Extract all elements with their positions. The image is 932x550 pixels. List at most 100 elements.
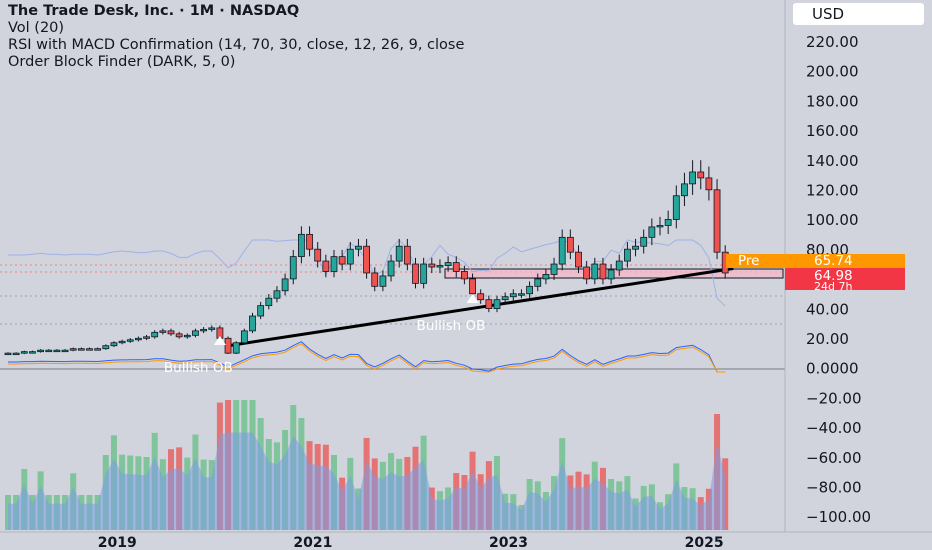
price-tick-label: 40.00	[806, 300, 849, 318]
candle[interactable]	[542, 268, 550, 285]
currency-button[interactable]	[793, 3, 924, 25]
candle[interactable]	[591, 257, 599, 285]
candle[interactable]	[265, 294, 273, 310]
candle[interactable]	[4, 352, 12, 356]
candle[interactable]	[550, 257, 558, 281]
candle[interactable]	[615, 254, 623, 276]
candle[interactable]	[632, 238, 639, 257]
candle[interactable]	[460, 265, 468, 285]
candle[interactable]	[713, 179, 721, 260]
candle[interactable]	[306, 226, 313, 257]
candle[interactable]	[526, 281, 533, 299]
candle[interactable]	[224, 336, 232, 355]
candle[interactable]	[485, 295, 493, 313]
candle[interactable]	[134, 336, 142, 342]
candle[interactable]	[240, 328, 248, 345]
candle[interactable]	[232, 341, 240, 355]
candle[interactable]	[640, 229, 648, 254]
candle[interactable]	[518, 289, 525, 299]
candle[interactable]	[77, 347, 85, 351]
candle[interactable]	[322, 254, 330, 278]
candle[interactable]	[575, 245, 582, 274]
indicator-order-block[interactable]: Order Block Finder (DARK, 5, 0)	[8, 54, 236, 70]
candle[interactable]	[672, 185, 680, 229]
candle[interactable]	[192, 328, 199, 338]
candle[interactable]	[705, 166, 713, 201]
candle[interactable]	[363, 238, 371, 279]
candle[interactable]	[281, 273, 289, 296]
candle[interactable]	[37, 349, 44, 353]
candle[interactable]	[289, 249, 297, 285]
candle[interactable]	[566, 229, 574, 260]
time-axis-panel[interactable]	[0, 532, 932, 550]
price-tick-label: −40.00	[806, 419, 862, 437]
candle[interactable]	[94, 347, 102, 351]
candle[interactable]	[558, 229, 566, 271]
candle[interactable]	[583, 260, 591, 285]
candle[interactable]	[167, 328, 175, 336]
candle[interactable]	[12, 352, 20, 356]
candle[interactable]	[428, 257, 436, 274]
candle[interactable]	[656, 216, 664, 236]
ob-arrow-icon	[213, 336, 226, 345]
candle[interactable]	[509, 289, 517, 301]
candle[interactable]	[607, 264, 615, 285]
indicator-volume[interactable]: Vol (20)	[8, 20, 65, 36]
candle[interactable]	[53, 349, 61, 353]
candle[interactable]	[681, 172, 688, 207]
indicator-rsi-macd[interactable]: RSI with MACD Confirmation (14, 70, 30, …	[8, 37, 465, 53]
candle[interactable]	[86, 347, 93, 351]
candle[interactable]	[102, 344, 110, 350]
candle[interactable]	[175, 331, 183, 339]
candle[interactable]	[387, 254, 395, 282]
candle[interactable]	[314, 242, 322, 268]
candle[interactable]	[126, 338, 134, 343]
candle[interactable]	[452, 256, 460, 278]
candle[interactable]	[379, 270, 387, 292]
candle[interactable]	[534, 273, 542, 292]
candle[interactable]	[395, 238, 403, 268]
candle[interactable]	[412, 257, 419, 289]
price-tick-label: −20.00	[806, 389, 862, 407]
candle[interactable]	[444, 256, 452, 272]
candle[interactable]	[273, 286, 281, 303]
candle[interactable]	[69, 347, 77, 352]
candle[interactable]	[200, 327, 208, 334]
candle[interactable]	[599, 257, 607, 285]
candle[interactable]	[257, 301, 265, 320]
candle[interactable]	[61, 349, 69, 353]
candle[interactable]	[208, 325, 216, 332]
candle[interactable]	[648, 218, 656, 246]
time-axis: 2019 2021 2023 2025	[98, 535, 724, 550]
candle[interactable]	[110, 341, 118, 348]
candle[interactable]	[118, 339, 126, 345]
price-tick-label: 180.00	[806, 92, 859, 110]
candle[interactable]	[183, 333, 191, 339]
candle[interactable]	[159, 328, 167, 335]
candle[interactable]	[436, 259, 444, 274]
candle[interactable]	[297, 226, 305, 264]
candle[interactable]	[45, 349, 53, 353]
candle[interactable]	[20, 350, 28, 355]
candle[interactable]	[664, 210, 672, 234]
candle[interactable]	[371, 267, 379, 292]
candle[interactable]	[330, 249, 338, 278]
candle[interactable]	[338, 249, 346, 271]
candle[interactable]	[493, 295, 501, 313]
candle[interactable]	[151, 330, 159, 339]
candle[interactable]	[689, 160, 696, 195]
candle[interactable]	[501, 292, 509, 304]
candle[interactable]	[249, 312, 256, 334]
candle[interactable]	[697, 160, 705, 190]
candle[interactable]	[624, 242, 631, 268]
support-trendline[interactable]	[227, 267, 734, 348]
candle[interactable]	[143, 334, 150, 341]
candle[interactable]	[403, 238, 411, 271]
candle[interactable]	[477, 289, 485, 304]
candle[interactable]	[355, 238, 362, 257]
chart-legend: The Trade Desk, Inc. · 1M · NASDAQ Vol (…	[8, 3, 783, 71]
candle[interactable]	[346, 242, 354, 271]
candle[interactable]	[420, 257, 428, 289]
candle[interactable]	[29, 350, 36, 354]
